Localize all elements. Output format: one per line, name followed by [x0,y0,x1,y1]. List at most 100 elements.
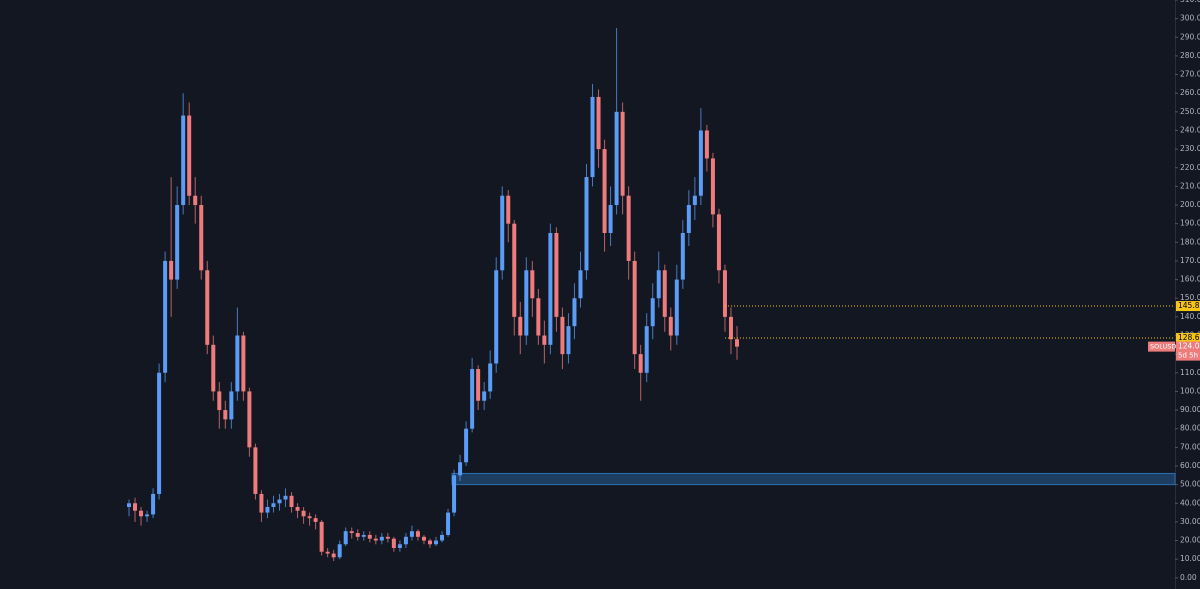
candle-body [307,516,312,519]
candle-body [325,551,330,554]
candle-body [193,195,198,206]
y-tick-label: 70.00 [1180,442,1200,451]
candle-body [205,270,210,345]
candle-body [680,232,685,280]
y-tick-label: 310.00 [1180,0,1200,4]
y-tick-label: 150.00 [1180,293,1200,302]
y-tick-label: 60.00 [1180,461,1200,470]
candle-body [235,335,240,392]
y-tick-label: 300.00 [1180,14,1200,23]
y-tick-label: 50.00 [1180,480,1200,489]
y-tick-label: 140.00 [1180,312,1200,321]
candle-body [373,538,378,541]
candle-body [554,232,559,317]
candle-body [638,354,643,373]
candle-body [710,158,715,215]
candle-body [247,391,252,448]
candle-body [452,475,457,513]
candle-body [313,518,318,522]
candle-body [295,506,300,511]
y-tick-label: 260.00 [1180,88,1200,97]
candle-body [560,316,565,355]
last-price-label: 124.04 [1178,342,1200,351]
y-tick-label: 280.00 [1180,51,1200,60]
candle-body [409,531,414,537]
candle-body [722,270,727,317]
candle-body [199,205,204,271]
level-label: 145.80 [1178,301,1200,310]
candle-body [331,553,336,558]
candle-body [265,506,270,513]
candle-body [668,316,673,336]
candle-body [349,531,354,534]
y-tick-label: 180.00 [1180,237,1200,246]
candle-body [283,495,288,500]
candle-body [187,115,192,196]
level-label: 128.65 [1178,333,1200,342]
countdown-label: 5d 5h [1178,352,1198,360]
candle-body [644,326,649,373]
y-tick-label: 220.00 [1180,163,1200,172]
candle-body [530,270,535,299]
candle-body [716,214,721,271]
candle-body [518,316,523,336]
candle-body [337,544,342,558]
candle-body [415,531,420,537]
candle-body [506,195,511,224]
y-tick-label: 110.00 [1180,368,1200,377]
candle-body [181,115,186,206]
candle-body [656,270,661,299]
candle-body [229,391,234,420]
candle-body [175,205,180,280]
candle-body [602,149,607,233]
candle-body [536,298,541,336]
y-tick-label: 190.00 [1180,219,1200,228]
candle-body [151,493,156,515]
y-tick-label: 30.00 [1180,517,1200,526]
candle-body [277,499,282,504]
candle-body [259,493,264,513]
y-tick-label: 100.00 [1180,386,1200,395]
y-tick-label: 200.00 [1180,200,1200,209]
candle-body [608,205,613,233]
candle-body [217,391,222,411]
candle-body [698,130,703,196]
candle-body [464,428,469,463]
candle-body [626,195,631,261]
candle-body [301,510,306,517]
candle-body [728,316,733,340]
candle-body [500,195,505,271]
candle-body [470,369,475,429]
y-tick-label: 20.00 [1180,536,1200,545]
candle-body [427,540,432,545]
candle-body [391,538,396,548]
candle-body [223,410,228,420]
candle-body [133,503,138,511]
candle-body [686,205,691,233]
candle-body [397,544,402,548]
candle-body [361,534,366,537]
candle-body [596,96,601,150]
candle-body [620,111,625,196]
candle-body [542,335,547,345]
candle-body [494,270,499,364]
candle-body [458,462,463,476]
symbol-box [1148,341,1175,352]
candle-body [271,503,276,507]
candle-body [211,344,216,392]
y-tick-label: 250.00 [1180,107,1200,116]
candle-body [163,260,168,373]
level-label-box [1176,301,1200,312]
y-tick-label: 90.00 [1180,405,1200,414]
candle-body [434,540,439,545]
candle-body [355,533,360,537]
candle-body [566,326,571,355]
y-tick-label: 290.00 [1180,32,1200,41]
candle-body [446,512,451,535]
y-tick-label: 80.00 [1180,424,1200,433]
y-tick-label: 0.00 [1180,573,1197,582]
candle-body [343,531,348,545]
demand-zone [451,472,1176,486]
